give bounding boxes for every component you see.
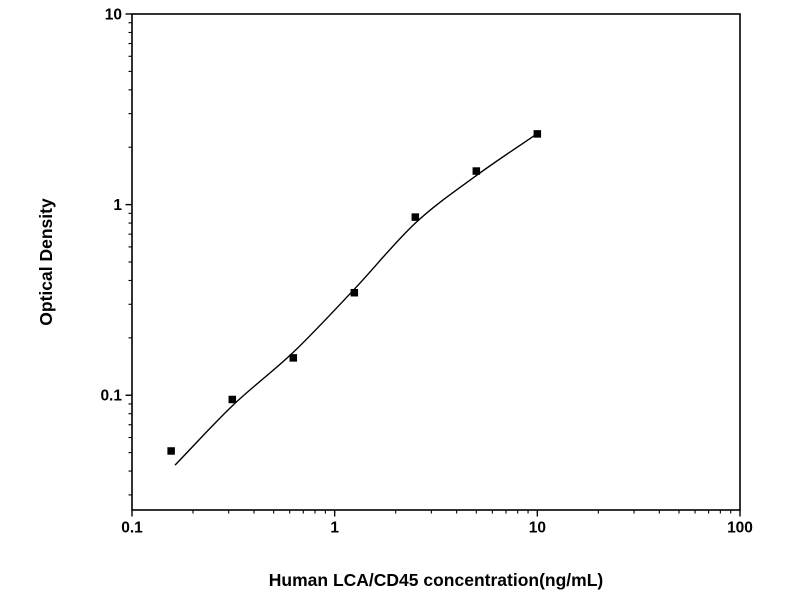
plot-frame	[131, 13, 741, 511]
data-point-marker	[228, 395, 237, 404]
y-axis-title: Optical Density	[36, 198, 56, 326]
data-point-marker	[289, 354, 298, 362]
y-tick-label: 1	[113, 197, 122, 214]
x-tick-label: 1	[330, 519, 339, 536]
data-points	[167, 130, 542, 455]
x-tick-label: 0.1	[121, 519, 143, 536]
axis-ticks	[125, 13, 741, 517]
data-point-marker	[167, 447, 175, 455]
data-point-marker	[350, 288, 359, 297]
data-point-marker	[472, 167, 481, 175]
x-tick-label: 100	[727, 519, 753, 536]
y-tick-label: 10	[105, 7, 122, 24]
y-tick-label: 0.1	[100, 388, 122, 405]
fitted-curve	[174, 132, 538, 466]
data-point-marker	[411, 213, 420, 221]
x-tick-label: 10	[529, 519, 546, 536]
axis-tick-labels: 0.1 1 10 100 0.1 1 10	[100, 7, 753, 537]
x-axis-title: Human LCA/CD45 concentration(ng/mL)	[269, 570, 603, 590]
data-point-marker	[533, 130, 542, 138]
